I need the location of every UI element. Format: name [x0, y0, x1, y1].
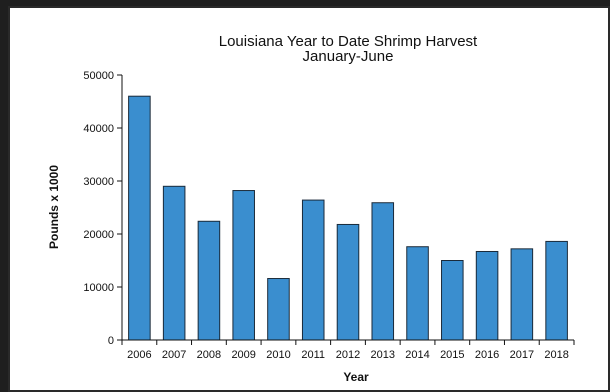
bar-2012	[336, 223, 360, 341]
bars-group	[128, 95, 568, 341]
chart-title: Louisiana Year to Date Shrimp Harvest	[219, 33, 478, 50]
y-tick-label: 30000	[83, 176, 114, 188]
x-tick-label: 2009	[231, 349, 255, 361]
y-axis: 0 10000 20000 30000 40000 50000	[83, 70, 123, 347]
bar-2008	[197, 220, 221, 341]
x-tick-label: 2007	[162, 349, 186, 361]
y-tick-label: 0	[108, 335, 114, 347]
y-axis-label: Pounds x 1000	[47, 165, 61, 249]
bar-2016	[475, 250, 499, 341]
bar-2018	[545, 240, 568, 341]
x-tick-label: 2014	[405, 349, 429, 361]
x-tick-label: 2008	[197, 349, 221, 361]
y-tick-label: 10000	[83, 282, 114, 294]
x-tick-label: 2006	[127, 349, 151, 361]
y-tick-label: 40000	[83, 123, 114, 135]
x-tick-label: 2010	[266, 349, 290, 361]
bar-2007	[162, 185, 186, 341]
x-tick-label: 2013	[371, 349, 395, 361]
x-axis-label: Year	[343, 370, 369, 384]
bar-2011	[301, 199, 325, 341]
x-axis: 2006 2007 2008 2009 2010 2011 2012 2013 2014 2015…	[121, 339, 575, 361]
bar-2015	[441, 260, 464, 341]
bar-2013	[371, 202, 395, 341]
y-tick-label: 20000	[83, 229, 114, 241]
bar-2010	[267, 278, 290, 341]
bar-2009	[232, 190, 255, 341]
x-tick-label: 2011	[301, 349, 325, 361]
x-tick-label: 2018	[544, 349, 568, 361]
bar-2017	[510, 248, 534, 341]
x-tick-label: 2015	[440, 349, 464, 361]
x-tick-label: 2012	[336, 349, 360, 361]
y-tick-label: 50000	[83, 70, 114, 82]
x-tick-label: 2016	[475, 349, 499, 361]
bar-2014	[406, 246, 429, 341]
bar-2006	[128, 95, 151, 341]
x-tick-label: 2017	[510, 349, 534, 361]
chart-subtitle: January-June	[303, 48, 394, 65]
